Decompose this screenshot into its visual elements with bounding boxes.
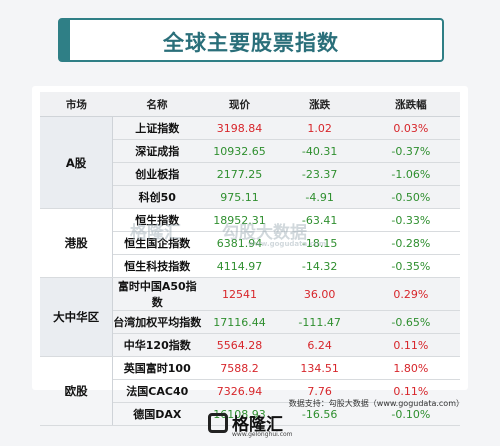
change-pct-cell: 1.80% [361,356,460,380]
price-cell: 975.11 [201,185,278,209]
watermark-url: www.gogudata.com [248,240,327,248]
index-name-cell: 台湾加权平均指数 [112,310,202,334]
table-row: 港股 恒生指数 18952.31 -63.41 -0.33% [40,208,460,278]
index-name-cell: 富时中国A50指数 [112,277,202,311]
change-pct-cell: 0.11% [361,333,460,357]
change-cell: -14.32 [277,254,362,278]
change-pct-cell: -0.37% [361,139,460,163]
watermark-brand2: 勾股大数据 [222,223,307,243]
change-cell: -16.56 [277,402,362,426]
price-cell: 7588.2 [201,356,278,380]
index-table: 市场 名称 现价 涨跌 涨跌幅 A股 上证指数 3198.84 1.02 0.03% 深证… [40,92,460,426]
table-row: 法国CAC40 7326.94 7.76 0.11% [40,379,460,403]
data-source: 数据支持：勾股大数据（www.gogudata.com） [288,399,464,408]
change-cell: -63.41 [277,208,362,232]
market-cell: A股 [40,116,114,209]
table-row: 欧股 英国富时100 7588.2 134.51 1.80% [40,356,460,426]
change-pct-cell: -0.33% [361,208,460,232]
logo-icon [208,413,228,433]
change-cell: -18.15 [277,231,362,255]
header-change: 涨跌 [277,92,362,117]
index-name-cell: 英国富时100 [112,356,202,380]
index-name-cell: 深证成指 [112,139,202,163]
change-cell: 134.51 [277,356,362,380]
change-pct-cell: -0.28% [361,231,460,255]
index-name-cell: 德国DAX [112,402,202,426]
index-name-cell: 创业板指 [112,162,202,186]
change-pct-cell: -0.65% [361,310,460,334]
change-pct-cell: -1.06% [361,162,460,186]
table-header-row: 市场 名称 现价 涨跌 涨跌幅 [40,92,460,117]
index-name-cell: 法国CAC40 [112,379,202,403]
change-cell: -23.37 [277,162,362,186]
page-title: 全球主要股票指数 [163,31,339,55]
table-row: 恒生国企指数 6381.94 -18.15 -0.28% [40,231,460,255]
change-pct-cell: -0.50% [361,185,460,209]
market-cell: 大中华区 [40,277,114,357]
table-body: A股 上证指数 3198.84 1.02 0.03% 深证成指 10932.65 -40.31… [40,116,460,426]
index-name-cell: 恒生国企指数 [112,231,202,255]
table-row: 恒生科技指数 4114.97 -14.32 -0.35% [40,254,460,278]
table-row: 中华120指数 5564.28 6.24 0.11% [40,333,460,357]
header-name: 名称 [112,92,202,117]
index-table-card: 市场 名称 现价 涨跌 涨跌幅 A股 上证指数 3198.84 1.02 0.03% 深证… [32,86,468,426]
logo-url: www.gelonghui.com [232,431,293,438]
table-row: 深证成指 10932.65 -40.31 -0.37% [40,139,460,163]
index-name-cell: 恒生指数 [112,208,202,232]
change-pct-cell: -0.10% [361,402,460,426]
table-row: A股 上证指数 3198.84 1.02 0.03% [40,116,460,209]
logo-name: 格隆汇 [232,415,283,435]
index-name-cell: 科创50 [112,185,202,209]
index-name-cell: 上证指数 [112,116,202,140]
change-cell: 36.00 [277,277,362,311]
change-pct-cell: 0.03% [361,116,460,140]
change-pct-cell: 0.29% [361,277,460,311]
table-row: 科创50 975.11 -4.91 -0.50% [40,185,460,209]
header-market: 市场 [40,92,113,117]
price-cell: 18952.31 [201,208,278,232]
title-accent-bar [60,20,70,60]
index-name-cell: 恒生科技指数 [112,254,202,278]
price-cell: 17116.44 [201,310,278,334]
change-cell: 7.76 [277,379,362,403]
price-cell: 7326.94 [201,379,278,403]
header-change-pct: 涨跌幅 [361,92,460,117]
gelonghui-logo: 格隆汇 www.gelonghui.com [208,410,298,440]
change-pct-cell: 0.11% [361,379,460,403]
price-cell: 10932.65 [201,139,278,163]
index-name-cell: 中华120指数 [112,333,202,357]
price-cell: 3198.84 [201,116,278,140]
price-cell: 4114.97 [201,254,278,278]
price-cell: 6381.94 [201,231,278,255]
market-cell: 港股 [40,208,114,278]
table-row: 大中华区 富时中国A50指数 12541 36.00 0.29% [40,277,460,357]
price-cell: 5564.28 [201,333,278,357]
table-row: 台湾加权平均指数 17116.44 -111.47 -0.65% [40,310,460,334]
header-price: 现价 [201,92,278,117]
change-cell: 1.02 [277,116,362,140]
watermark-brand: 格隆汇 [130,223,181,243]
price-cell: 2177.25 [201,162,278,186]
change-cell: -4.91 [277,185,362,209]
price-cell: 12541 [201,277,278,311]
change-cell: -111.47 [277,310,362,334]
change-pct-cell: -0.35% [361,254,460,278]
table-row: 创业板指 2177.25 -23.37 -1.06% [40,162,460,186]
market-cell: 欧股 [40,356,114,426]
change-cell: -40.31 [277,139,362,163]
change-cell: 6.24 [277,333,362,357]
title-box: 全球主要股票指数 [58,18,444,62]
